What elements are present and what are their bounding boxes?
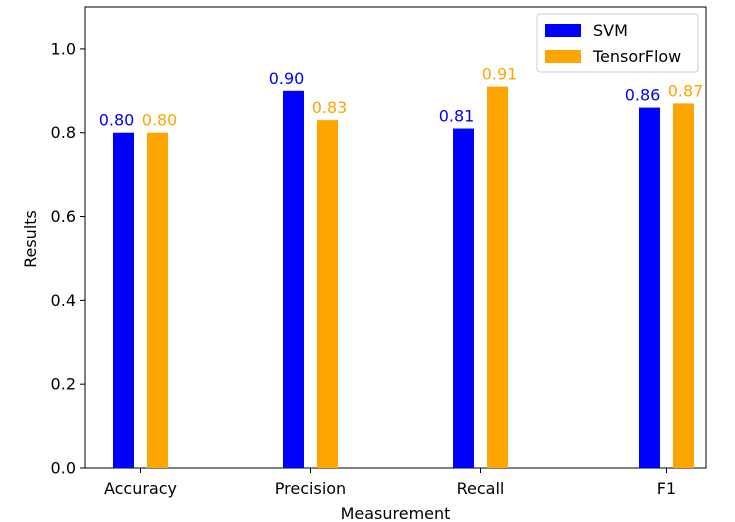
legend: SVM TensorFlow [536,13,699,73]
legend-swatch [545,24,581,37]
bar-tensorflow-f1 [673,103,694,469]
y-axis-label: Results [21,210,40,268]
y-tick-label: 0.2 [51,375,76,394]
y-tick-label: 0.0 [51,459,76,478]
bar-value-label: 0.87 [668,81,704,100]
legend-label: SVM [593,21,628,40]
bar-svm-recall [453,128,474,468]
bar-tensorflow-precision [317,120,338,469]
bar-value-label: 0.86 [625,86,661,105]
bar-value-label: 0.80 [142,111,178,130]
bar-value-label: 0.81 [439,107,475,126]
bar-value-label: 0.91 [482,65,518,84]
y-tick-label: 0.6 [51,207,76,226]
x-tick-label: F1 [657,479,676,498]
plot-area [84,6,707,469]
bar-labels-layer: 0.80 0.90 0.81 0.86 0.80 0.83 0.91 0.87 [99,65,704,130]
x-tick-label: Accuracy [104,479,177,498]
legend-swatch [545,50,581,63]
x-axis: Accuracy Precision Recall F1 [104,468,676,498]
bars-layer [113,86,694,469]
bar-tensorflow-recall [487,86,508,469]
bar-svm-f1 [639,107,660,468]
bar-tensorflow-accuracy [147,132,168,468]
y-axis: 0.0 0.2 0.4 0.6 0.8 1.0 [51,39,85,478]
x-tick-label: Precision [275,479,346,498]
y-tick-label: 0.4 [51,291,76,310]
y-tick-label: 0.8 [51,123,76,142]
x-tick-label: Recall [457,479,505,498]
bar-svm-precision [283,90,304,469]
bar-value-label: 0.90 [269,69,305,88]
legend-label: TensorFlow [592,47,681,66]
plot-frame [84,6,707,469]
bar-value-label: 0.83 [312,98,348,117]
y-tick-label: 1.0 [51,39,76,58]
bar-svm-accuracy [113,132,134,468]
x-axis-label: Measurement [341,504,451,522]
bar-value-label: 0.80 [99,111,135,130]
